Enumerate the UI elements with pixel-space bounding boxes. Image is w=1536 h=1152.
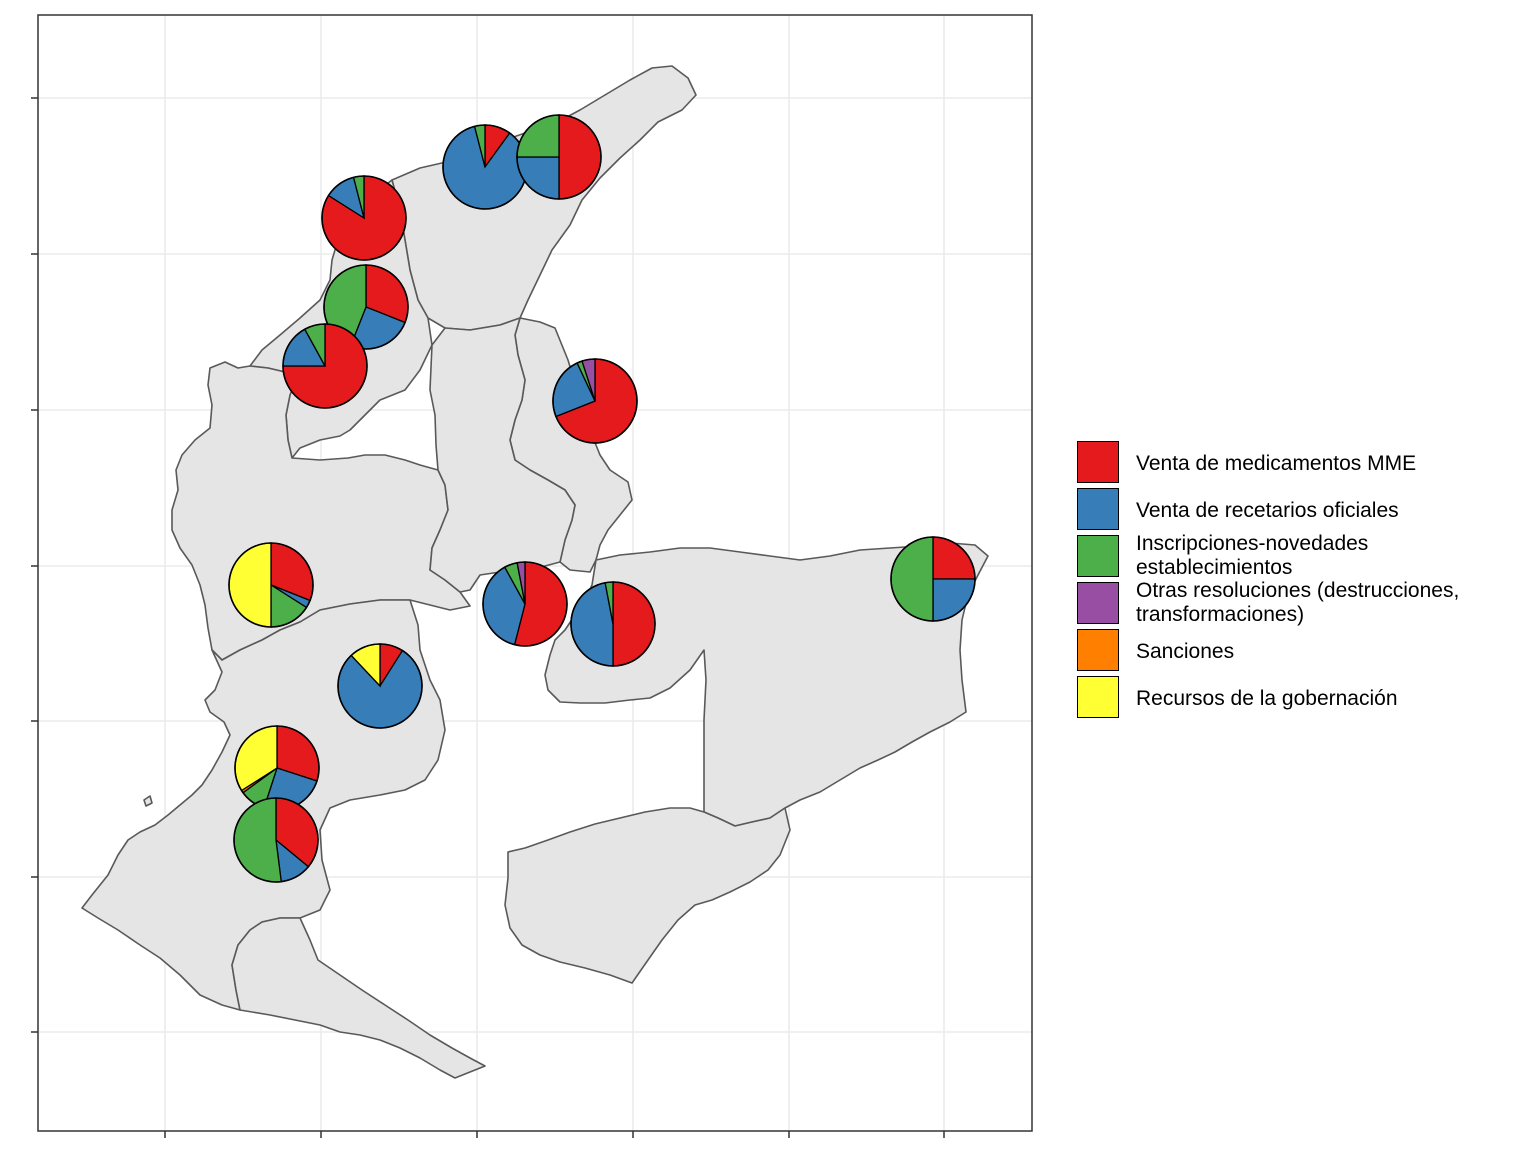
pie-north-center <box>442 124 528 210</box>
legend-label-line: transformaciones) <box>1136 603 1305 626</box>
pie-outline <box>570 581 656 667</box>
legend-item-recursos: Recursos de la gobernación <box>1077 675 1517 722</box>
pie-outline <box>233 797 319 883</box>
region-south-tail <box>231 917 486 1079</box>
pie-outline <box>516 114 602 200</box>
pie-north-east <box>516 114 602 200</box>
legend-key-swatch <box>1077 582 1119 624</box>
legend-item-otras: Otras resoluciones (destrucciones, transf… <box>1077 579 1517 628</box>
legend-label: Recursos de la gobernación <box>1136 687 1398 711</box>
region-east-plains <box>544 542 989 827</box>
legend-key-swatch <box>1077 676 1119 718</box>
pie-outline <box>552 358 638 444</box>
pie-outline <box>282 323 368 409</box>
pie-center-east <box>570 581 656 667</box>
pie-south-center <box>337 643 423 729</box>
pie-far-east <box>890 536 976 622</box>
region-small-islet <box>143 795 153 807</box>
pie-outline <box>337 643 423 729</box>
legend-item-sanciones: Sanciones <box>1077 628 1517 675</box>
pie-coast-lower <box>282 323 368 409</box>
legend-label-line: Otras resoluciones (destrucciones, <box>1136 579 1460 602</box>
legend-label-line: Recursos de la gobernación <box>1136 687 1398 710</box>
region-central-highlands <box>429 317 576 593</box>
pie-charts <box>228 114 976 883</box>
legend-key-swatch <box>1077 441 1119 483</box>
pie-outline <box>890 536 976 622</box>
legend-item-recetarios: Venta de recetarios oficiales <box>1077 487 1517 534</box>
pie-west-middle <box>228 542 314 628</box>
legend-key-swatch <box>1077 535 1119 577</box>
axis-ticks <box>31 97 945 1138</box>
legend-label: Otras resoluciones (destrucciones, transf… <box>1136 579 1459 627</box>
legend-label-line: Inscripciones-novedades <box>1136 532 1369 555</box>
pie-outline <box>321 175 407 261</box>
pie-outline <box>482 561 568 647</box>
legend-label-line: Venta de recetarios oficiales <box>1136 499 1399 522</box>
pie-center-middle <box>482 561 568 647</box>
pie-south-west-lower <box>233 797 319 883</box>
legend-item-inscripciones: Inscripciones-novedades establecimientos <box>1077 532 1517 581</box>
region-south-east <box>504 807 791 984</box>
legend-label: Sanciones <box>1136 640 1234 664</box>
legend-key-swatch <box>1077 488 1119 530</box>
pie-outline <box>228 542 314 628</box>
legend-label-line: Venta de medicamentos MME <box>1136 452 1417 475</box>
panel-border <box>37 14 1033 1132</box>
pie-east-upper <box>552 358 638 444</box>
pie-outline <box>323 264 409 350</box>
legend-key-swatch <box>1077 629 1119 671</box>
legend-label: Venta de recetarios oficiales <box>1136 499 1399 523</box>
legend: Venta de medicamentos MME Venta de receta… <box>1077 440 1517 722</box>
legend-label-line: Sanciones <box>1136 640 1235 663</box>
legend-label-line: establecimientos <box>1136 556 1293 579</box>
legend-label: Venta de medicamentos MME <box>1136 452 1416 476</box>
pie-north-west <box>321 175 407 261</box>
legend-item-mme: Venta de medicamentos MME <box>1077 440 1517 487</box>
legend-label: Inscripciones-novedades establecimientos <box>1136 532 1368 580</box>
